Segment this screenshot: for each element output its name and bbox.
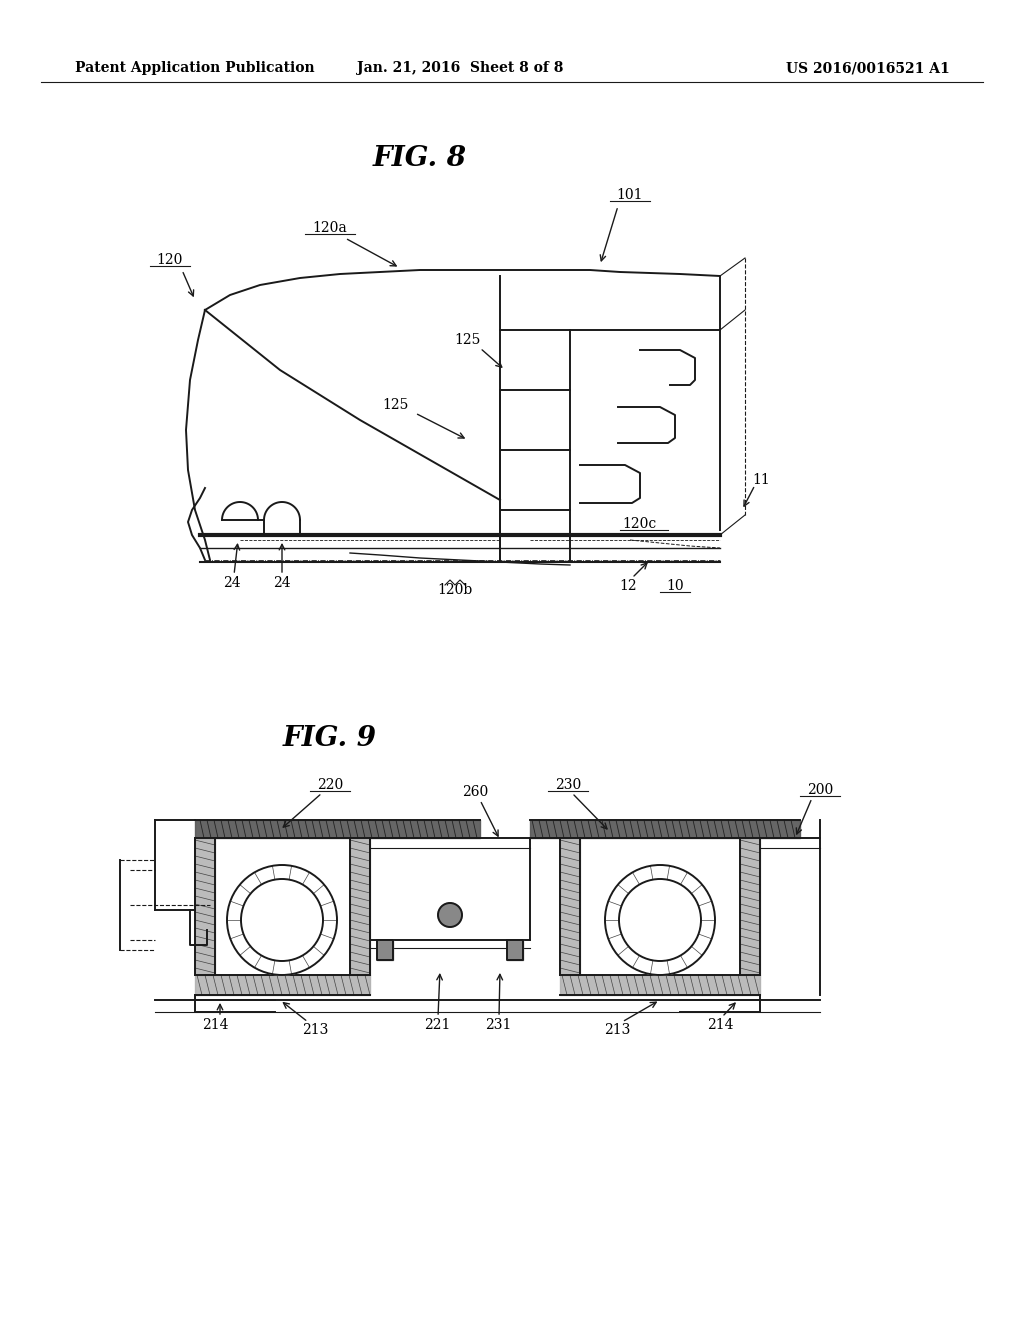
- Text: 120b: 120b: [437, 583, 473, 597]
- Text: US 2016/0016521 A1: US 2016/0016521 A1: [786, 61, 950, 75]
- Text: 24: 24: [223, 576, 241, 590]
- Text: 120: 120: [157, 253, 183, 267]
- Text: Patent Application Publication: Patent Application Publication: [75, 61, 314, 75]
- Text: Jan. 21, 2016  Sheet 8 of 8: Jan. 21, 2016 Sheet 8 of 8: [356, 61, 563, 75]
- Text: 230: 230: [555, 777, 582, 792]
- Circle shape: [605, 865, 715, 975]
- Text: 200: 200: [807, 783, 834, 797]
- Text: 120a: 120a: [312, 220, 347, 235]
- Text: 213: 213: [604, 1023, 630, 1038]
- Text: 260: 260: [462, 785, 488, 799]
- Text: 125: 125: [382, 399, 409, 412]
- Text: 120c: 120c: [622, 517, 656, 531]
- Text: 214: 214: [202, 1018, 228, 1032]
- Text: 213: 213: [302, 1023, 328, 1038]
- Text: FIG. 8: FIG. 8: [373, 144, 467, 172]
- Text: 231: 231: [484, 1018, 511, 1032]
- Text: 220: 220: [316, 777, 343, 792]
- Text: FIG. 9: FIG. 9: [283, 725, 377, 751]
- Text: 24: 24: [273, 576, 291, 590]
- Text: 214: 214: [707, 1018, 733, 1032]
- Text: 11: 11: [752, 473, 770, 487]
- Circle shape: [227, 865, 337, 975]
- Text: 221: 221: [424, 1018, 451, 1032]
- Text: 12: 12: [620, 579, 637, 593]
- Text: 101: 101: [616, 187, 643, 202]
- Text: 125: 125: [455, 333, 481, 347]
- Circle shape: [438, 903, 462, 927]
- Text: 10: 10: [667, 579, 684, 593]
